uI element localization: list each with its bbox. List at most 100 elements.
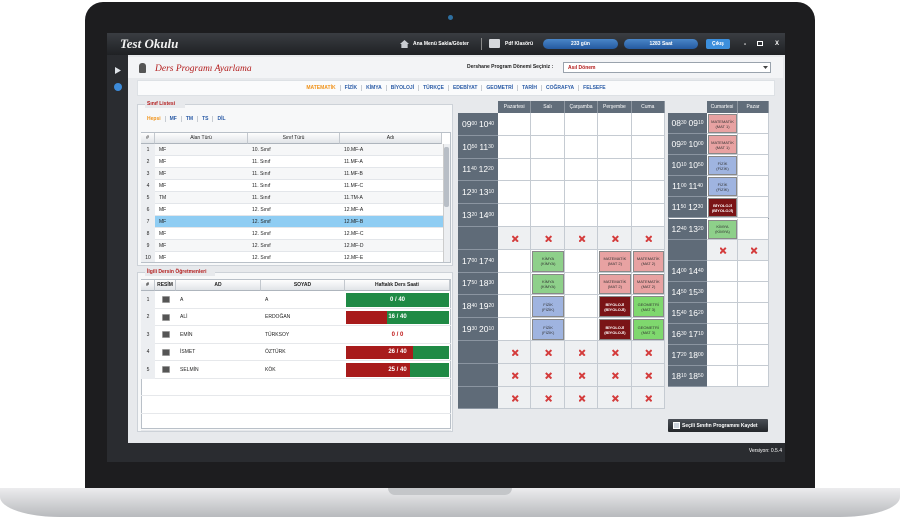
slot-cell[interactable]: [738, 345, 769, 367]
class-filter[interactable]: Hepsi: [147, 116, 161, 122]
subject-tab[interactable]: TARİH: [517, 85, 541, 91]
help-icon[interactable]: [114, 83, 122, 91]
slot-cell[interactable]: [598, 113, 632, 136]
slot-cell[interactable]: [498, 181, 532, 205]
slot-cell[interactable]: [707, 324, 738, 346]
slot-cell[interactable]: [564, 181, 599, 205]
class-row[interactable]: 9 MF 12. Sınıf 12.MF-D: [141, 240, 443, 252]
slot-cell[interactable]: [631, 158, 665, 182]
restore-button[interactable]: [757, 41, 763, 46]
class-row[interactable]: 8 MF 12. Sınıf 12.MF-C: [141, 228, 443, 240]
slot-cell[interactable]: [498, 272, 532, 296]
slot-cell[interactable]: [738, 324, 769, 346]
lesson[interactable]: BİYOLOJİ (BİYOLOJİ): [708, 198, 737, 218]
slot-cell[interactable]: [631, 204, 665, 227]
close-button[interactable]: X: [774, 41, 779, 47]
subject-tab[interactable]: TÜRKÇE: [418, 85, 448, 91]
slot-cell[interactable]: [531, 158, 565, 182]
sidebar-arrow[interactable]: [115, 67, 121, 74]
class-row[interactable]: 7 MF 12. Sınıf 12.MF-B: [141, 216, 443, 228]
slot-cell[interactable]: [631, 113, 665, 136]
slot-cell[interactable]: [738, 260, 769, 282]
class-row[interactable]: 3 MF 11. Sınıf 11.MF-B: [141, 168, 443, 180]
slot-cell[interactable]: [564, 113, 599, 136]
slot-cell[interactable]: [564, 318, 599, 341]
slot-cell[interactable]: [738, 218, 769, 240]
slot-cell[interactable]: [498, 249, 532, 273]
scroll-thumb[interactable]: [444, 147, 449, 207]
slot-cell[interactable]: [738, 176, 769, 198]
lesson[interactable]: MATEMATİK (MAT 2): [632, 273, 664, 295]
lesson[interactable]: GEOMETRİ (MAT 3): [632, 296, 664, 318]
slot-cell[interactable]: [564, 249, 599, 273]
slot-cell[interactable]: [531, 135, 565, 159]
slot-cell[interactable]: [498, 113, 532, 136]
lesson[interactable]: MATEMATİK (MAT 2): [599, 250, 631, 272]
class-row[interactable]: 6 MF 12. Sınıf 12.MF-A: [141, 204, 443, 216]
subject-tab[interactable]: BİYOLOJİ: [385, 85, 418, 91]
slot-cell[interactable]: [707, 281, 738, 303]
slot-cell[interactable]: [564, 135, 599, 159]
slot-cell[interactable]: [707, 366, 738, 388]
slot-cell[interactable]: [598, 135, 632, 159]
class-filter[interactable]: MF: [164, 116, 181, 122]
lesson[interactable]: GEOMETRİ (MAT 3): [632, 319, 664, 340]
save-button[interactable]: Seçili Sınıfın Programını Kaydet: [668, 419, 768, 432]
lesson[interactable]: MATEMATİK (MAT 1): [708, 114, 737, 134]
slot-cell[interactable]: [564, 204, 599, 227]
slot-cell[interactable]: [531, 181, 565, 205]
subject-tab[interactable]: FELSEFE: [578, 85, 610, 91]
lesson[interactable]: FİZİK (FİZİK): [532, 319, 564, 340]
slot-cell[interactable]: [498, 204, 532, 227]
exit-button[interactable]: Çıkış: [706, 39, 730, 49]
class-filter[interactable]: TS: [197, 116, 212, 122]
slot-cell[interactable]: [498, 135, 532, 159]
slot-cell[interactable]: [564, 158, 599, 182]
lesson[interactable]: FİZİK (FİZİK): [532, 296, 564, 318]
slot-cell[interactable]: [564, 295, 599, 319]
slot-cell[interactable]: [738, 302, 769, 324]
lesson[interactable]: KİMYA (KİMYA): [532, 273, 564, 295]
menu-toggle[interactable]: Ana Menü Sakla/Göster: [413, 41, 469, 47]
subject-tab[interactable]: COĞRAFYA: [540, 85, 578, 91]
subject-tab[interactable]: FİZİK: [339, 85, 362, 91]
subject-tab[interactable]: GEOMETRİ: [481, 85, 517, 91]
slot-cell[interactable]: [631, 181, 665, 205]
slot-cell[interactable]: [531, 113, 565, 136]
slot-cell[interactable]: [498, 295, 532, 319]
class-row[interactable]: 10 MF 12. Sınıf 12.MF-E: [141, 252, 443, 262]
class-row[interactable]: 4 MF 11. Sınıf 11.MF-C: [141, 180, 443, 192]
term-select[interactable]: Asıl Dönem: [563, 62, 771, 73]
subject-tab[interactable]: MATEMATİK: [306, 85, 336, 91]
class-filter[interactable]: DİL: [212, 116, 229, 122]
slot-cell[interactable]: [598, 204, 632, 227]
slot-cell[interactable]: [498, 318, 532, 341]
lesson[interactable]: MATEMATİK (MAT 2): [632, 250, 664, 272]
slot-cell[interactable]: [738, 366, 769, 388]
lesson[interactable]: KİMYA (KİMYA): [532, 250, 564, 272]
slot-cell[interactable]: [738, 134, 769, 156]
slot-cell[interactable]: [631, 135, 665, 159]
subject-tab[interactable]: KİMYA: [361, 85, 386, 91]
slot-cell[interactable]: [738, 113, 769, 135]
minimize-button[interactable]: -: [743, 40, 747, 48]
slot-cell[interactable]: [707, 345, 738, 367]
lesson[interactable]: KİMYA (KİMYA): [708, 219, 737, 239]
subject-tab[interactable]: EDEBİYAT: [447, 85, 481, 91]
slot-cell[interactable]: [738, 197, 769, 219]
class-filter[interactable]: TM: [180, 116, 197, 122]
slot-cell[interactable]: [738, 281, 769, 303]
slot-cell[interactable]: [707, 302, 738, 324]
slot-cell[interactable]: [598, 181, 632, 205]
lesson[interactable]: MATEMATİK (MAT 1): [708, 135, 737, 155]
class-row[interactable]: 2 MF 11. Sınıf 11.MF-A: [141, 156, 443, 168]
lesson[interactable]: BİYOLOJİ (BİYOLOJİ): [599, 296, 631, 318]
class-row[interactable]: 1 MF 10. Sınıf 10.MF-A: [141, 144, 443, 156]
slot-cell[interactable]: [738, 155, 769, 177]
slot-cell[interactable]: [598, 158, 632, 182]
lesson[interactable]: FİZİK (FİZİK): [708, 156, 737, 176]
lesson[interactable]: MATEMATİK (MAT 2): [599, 273, 631, 295]
pdf-folder[interactable]: Pdf Klasörü: [505, 41, 534, 47]
slot-cell[interactable]: [498, 158, 532, 182]
lesson[interactable]: BİYOLOJİ (BİYOLOJİ): [599, 319, 631, 340]
